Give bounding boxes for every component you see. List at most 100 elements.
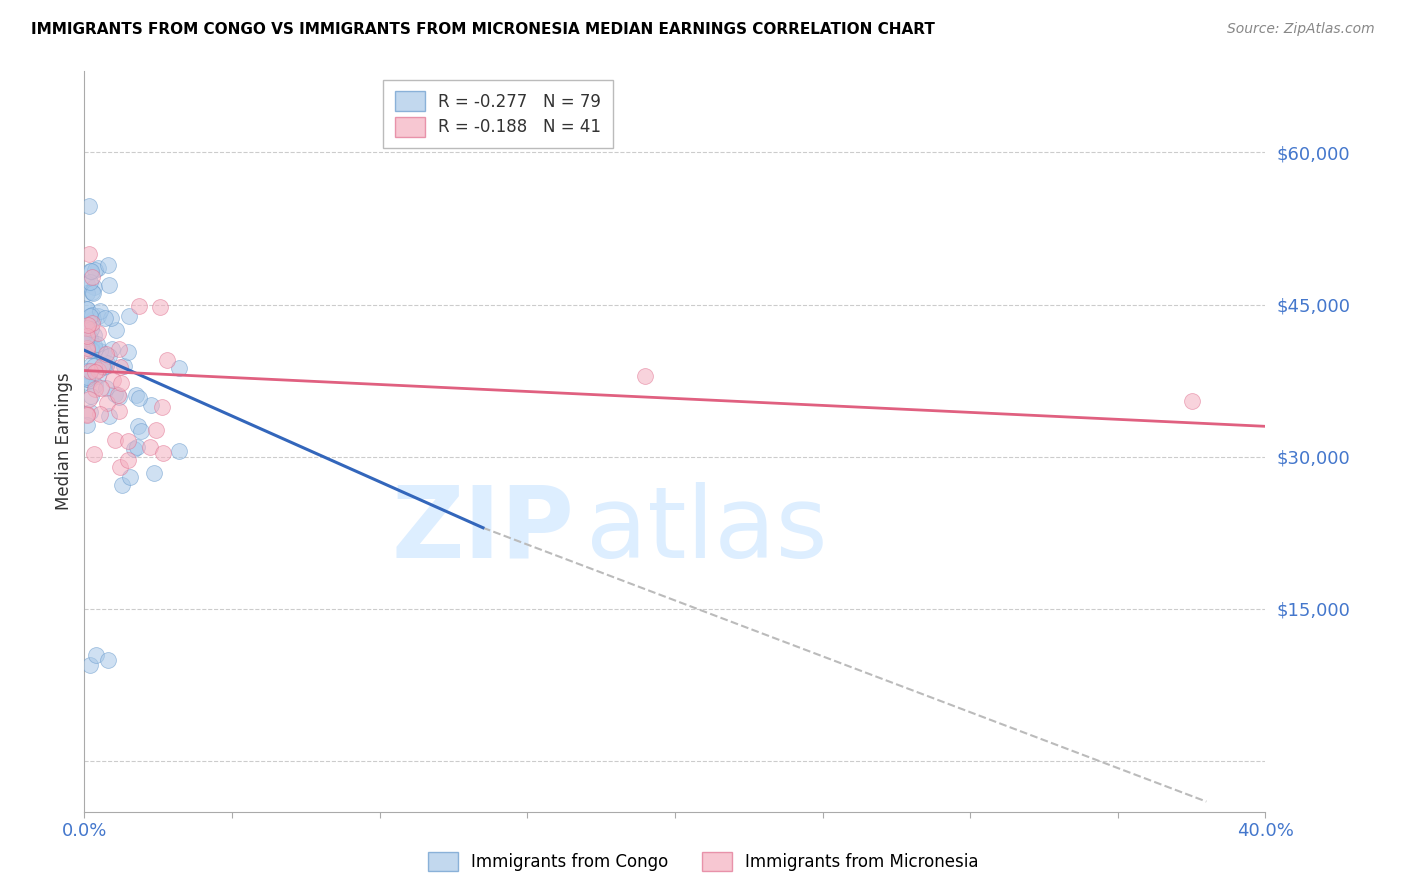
Point: [167, 360, 190, 375]
Point: [91, 347, 114, 361]
Point: [76, 408, 98, 422]
Point: [98, 409, 121, 424]
Point: [149, 300, 172, 314]
Text: Source: ZipAtlas.com: Source: ZipAtlas.com: [1227, 22, 1375, 37]
Point: [100, 311, 122, 326]
Point: [1181, 394, 1204, 409]
Point: [76, 321, 98, 335]
Point: [117, 345, 139, 359]
Point: [82, 285, 104, 300]
Point: [125, 387, 148, 401]
Point: [128, 391, 150, 405]
Point: [89, 407, 111, 421]
Point: [87, 326, 110, 340]
Text: ZIP: ZIP: [392, 482, 575, 579]
Point: [87, 369, 110, 384]
Point: [87, 261, 110, 276]
Point: [122, 442, 145, 456]
Point: [76, 277, 98, 292]
Point: [86, 337, 108, 351]
Point: [76, 286, 98, 301]
Point: [79, 373, 101, 387]
Point: [80, 264, 103, 278]
Point: [83, 378, 105, 392]
Point: [82, 285, 104, 299]
Point: [118, 309, 141, 323]
Point: [79, 657, 101, 672]
Point: [83, 447, 105, 461]
Point: [80, 389, 103, 403]
Point: [76, 336, 98, 351]
Point: [76, 343, 98, 357]
Point: [79, 247, 101, 261]
Point: [83, 359, 105, 373]
Point: [117, 453, 139, 467]
Point: [76, 318, 98, 332]
Point: [76, 342, 98, 356]
Point: [117, 434, 139, 448]
Point: [83, 382, 105, 396]
Point: [112, 359, 135, 374]
Point: [634, 368, 657, 383]
Point: [79, 264, 101, 278]
Point: [94, 347, 117, 361]
Point: [76, 302, 98, 317]
Point: [110, 359, 132, 374]
Point: [76, 329, 98, 343]
Point: [91, 359, 114, 374]
Point: [79, 364, 101, 378]
Point: [80, 321, 103, 335]
Point: [110, 376, 132, 391]
Point: [76, 408, 98, 422]
Point: [111, 478, 134, 492]
Point: [98, 277, 121, 292]
Legend: R = -0.277   N = 79, R = -0.188   N = 41: R = -0.277 N = 79, R = -0.188 N = 41: [382, 79, 613, 148]
Point: [96, 395, 118, 409]
Point: [80, 270, 103, 285]
Point: [76, 372, 98, 386]
Point: [76, 370, 98, 384]
Point: [129, 425, 152, 439]
Point: [76, 323, 98, 337]
Point: [108, 342, 131, 356]
Point: [105, 323, 128, 337]
Point: [83, 262, 105, 277]
Point: [108, 391, 131, 405]
Point: [80, 358, 103, 372]
Point: [89, 343, 111, 358]
Point: [156, 353, 179, 368]
Point: [76, 363, 98, 377]
Point: [96, 356, 118, 370]
Point: [128, 299, 150, 313]
Point: [89, 304, 111, 318]
Point: [76, 336, 98, 351]
Point: [76, 301, 98, 316]
Point: [101, 342, 124, 356]
Point: [104, 433, 127, 447]
Point: [141, 398, 163, 412]
Point: [79, 405, 101, 419]
Point: [152, 400, 174, 414]
Point: [127, 441, 149, 455]
Point: [79, 310, 101, 324]
Y-axis label: Median Earnings: Median Earnings: [55, 373, 73, 510]
Point: [97, 652, 120, 666]
Point: [127, 418, 149, 433]
Point: [80, 343, 103, 357]
Point: [82, 308, 104, 322]
Point: [167, 444, 190, 458]
Point: [77, 199, 100, 213]
Point: [83, 280, 105, 294]
Point: [80, 343, 103, 357]
Text: atlas: atlas: [586, 482, 828, 579]
Legend: Immigrants from Congo, Immigrants from Micronesia: Immigrants from Congo, Immigrants from M…: [419, 843, 987, 880]
Point: [142, 466, 165, 480]
Point: [87, 362, 110, 376]
Point: [101, 373, 124, 387]
Point: [94, 359, 117, 373]
Point: [90, 359, 112, 374]
Point: [76, 376, 98, 390]
Point: [76, 321, 98, 335]
Point: [82, 311, 104, 326]
Point: [79, 330, 101, 344]
